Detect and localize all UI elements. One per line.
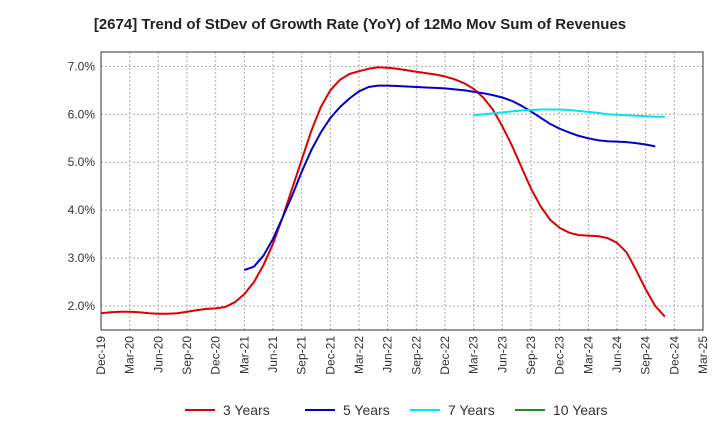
y-tick-label: 5.0%	[68, 155, 96, 169]
x-tick-label: Mar-25	[696, 336, 710, 374]
x-tick-label: Sep-23	[524, 336, 538, 375]
series-line-3-years	[100, 66, 666, 318]
x-tick-label: Jun-22	[381, 336, 395, 373]
x-tick-label: Dec-21	[323, 336, 337, 375]
x-tick-label: Sep-20	[180, 336, 194, 375]
x-tick-label: Mar-21	[237, 336, 251, 374]
x-tick-label: Dec-20	[209, 336, 223, 375]
x-tick-label: Jun-23	[495, 336, 509, 373]
legend-label-10-years: 10 Years	[553, 402, 608, 418]
x-tick-label: Dec-22	[438, 336, 452, 375]
x-tick-label: Dec-23	[553, 336, 567, 375]
x-tick-label: Sep-21	[295, 336, 309, 375]
series-line-7-years	[473, 108, 665, 118]
x-tick-label: Jun-24	[610, 336, 624, 373]
legend-label-5-years: 5 Years	[343, 402, 390, 418]
legend-label-7-years: 7 Years	[448, 402, 495, 418]
x-tick-label: Sep-22	[409, 336, 423, 375]
y-tick-label: 2.0%	[68, 299, 96, 313]
y-tick-label: 6.0%	[68, 107, 96, 121]
x-tick-label: Mar-22	[352, 336, 366, 374]
plot-area	[101, 52, 703, 330]
x-tick-label: Mar-24	[581, 336, 595, 374]
x-tick-label: Mar-23	[467, 336, 481, 374]
x-tick-label: Jun-21	[266, 336, 280, 373]
y-tick-label: 4.0%	[68, 203, 96, 217]
x-tick-label: Mar-20	[123, 336, 137, 374]
y-tick-label: 7.0%	[68, 59, 96, 73]
x-tick-label: Jun-20	[151, 336, 165, 373]
x-tick-label: Sep-24	[639, 336, 653, 375]
x-tick-label: Dec-24	[667, 336, 681, 375]
chart-title: [2674] Trend of StDev of Growth Rate (Yo…	[93, 16, 627, 33]
y-tick-label: 3.0%	[68, 251, 96, 265]
series-line-5-years	[243, 84, 656, 272]
x-tick-label: Dec-19	[94, 336, 108, 375]
legend-label-3-years: 3 Years	[223, 402, 270, 418]
plot-frame	[100, 51, 704, 331]
